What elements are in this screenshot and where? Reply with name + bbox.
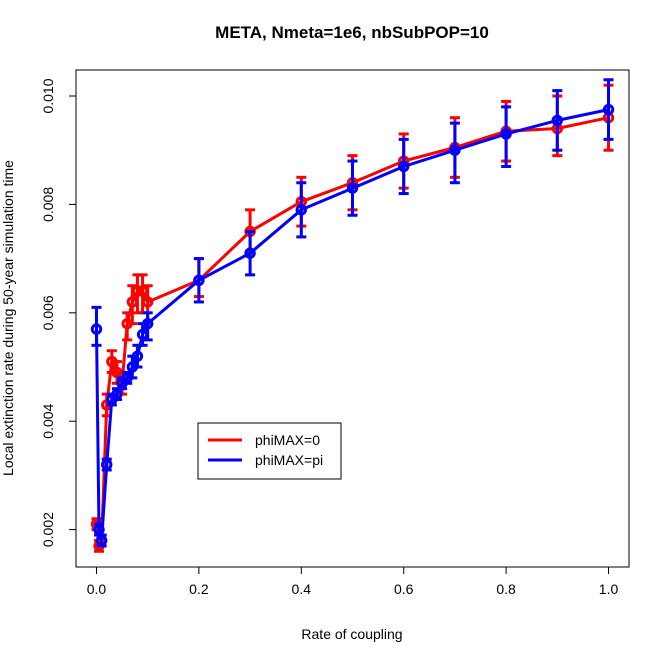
chart-title: META, Nmeta=1e6, nbSubPOP=10 bbox=[215, 23, 489, 42]
data-point bbox=[111, 388, 123, 400]
data-point bbox=[141, 296, 154, 308]
data-point bbox=[141, 317, 154, 330]
x-axis: 0.0 0.2 0.4 0.6 0.8 1.0 bbox=[87, 566, 619, 597]
data-point bbox=[95, 534, 108, 547]
data-point bbox=[398, 160, 410, 173]
y-tick-label: 0.006 bbox=[40, 295, 56, 330]
data-point bbox=[101, 458, 113, 471]
x-axis-label: Rate of coupling bbox=[301, 626, 402, 642]
x-tick-label: 1.0 bbox=[599, 581, 619, 597]
data-point bbox=[346, 182, 359, 194]
legend-label: phiMAX=0 bbox=[255, 432, 320, 448]
legend: phiMAX=0 phiMAX=pi bbox=[197, 422, 342, 480]
data-point bbox=[449, 144, 461, 156]
y-axis: 0.002 0.004 0.006 0.008 0.010 bbox=[40, 78, 77, 547]
x-tick-label: 0.2 bbox=[189, 581, 209, 597]
series-0 bbox=[90, 83, 615, 553]
y-tick-label: 0.004 bbox=[40, 403, 56, 438]
data-point bbox=[131, 350, 144, 362]
y-tick-label: 0.008 bbox=[40, 187, 56, 222]
series-1 bbox=[90, 78, 615, 548]
data-point bbox=[500, 128, 512, 140]
legend-box bbox=[197, 422, 342, 480]
data-point bbox=[193, 274, 205, 286]
data-point bbox=[244, 247, 256, 259]
y-tick-label: 0.002 bbox=[40, 512, 56, 547]
data-point bbox=[90, 323, 103, 335]
legend-label: phiMAX=pi bbox=[255, 452, 323, 468]
y-tick-label: 0.010 bbox=[40, 78, 56, 113]
data-point bbox=[295, 204, 307, 216]
y-axis-label: Local extinction rate during 50-year sim… bbox=[0, 160, 16, 476]
x-tick-label: 0.0 bbox=[87, 581, 107, 597]
x-tick-label: 0.4 bbox=[292, 581, 312, 597]
data-point bbox=[551, 114, 564, 127]
x-tick-label: 0.6 bbox=[394, 581, 414, 597]
data-point bbox=[602, 103, 615, 116]
x-tick-label: 0.8 bbox=[496, 581, 516, 597]
plot-frame bbox=[75, 69, 630, 568]
series-layer bbox=[90, 78, 615, 553]
